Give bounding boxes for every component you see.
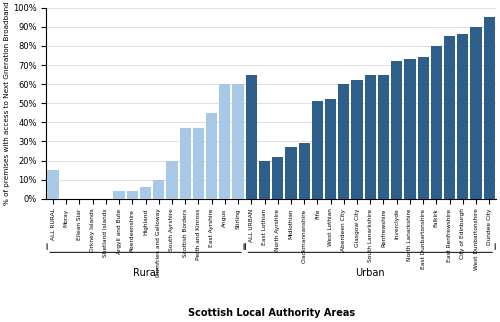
Bar — [114, 191, 124, 199]
Bar — [404, 59, 415, 199]
Bar — [180, 128, 191, 199]
Bar — [166, 161, 177, 199]
Bar — [206, 113, 218, 199]
Bar — [272, 157, 283, 199]
Y-axis label: % of premises with access to Next Gneration Broadband: % of premises with access to Next Gnerat… — [4, 1, 10, 205]
Bar — [418, 57, 429, 199]
Bar — [470, 27, 482, 199]
Bar — [219, 84, 230, 199]
Bar — [391, 61, 402, 199]
Bar — [126, 191, 138, 199]
Bar — [286, 147, 296, 199]
Bar — [364, 75, 376, 199]
Bar — [232, 84, 243, 199]
Bar — [298, 143, 310, 199]
Bar — [140, 187, 151, 199]
Bar — [444, 36, 455, 199]
Bar — [48, 170, 58, 199]
Bar — [378, 75, 389, 199]
Bar — [352, 80, 362, 199]
Bar — [193, 128, 204, 199]
Bar — [325, 99, 336, 199]
Bar — [246, 75, 257, 199]
Bar — [457, 34, 468, 199]
Bar — [430, 46, 442, 199]
Text: Urban: Urban — [356, 268, 385, 278]
X-axis label: Scottish Local Authority Areas: Scottish Local Authority Areas — [188, 308, 354, 318]
Text: Rural: Rural — [133, 268, 158, 278]
Bar — [484, 17, 495, 199]
Bar — [338, 84, 349, 199]
Bar — [153, 180, 164, 199]
Bar — [312, 101, 323, 199]
Bar — [259, 161, 270, 199]
